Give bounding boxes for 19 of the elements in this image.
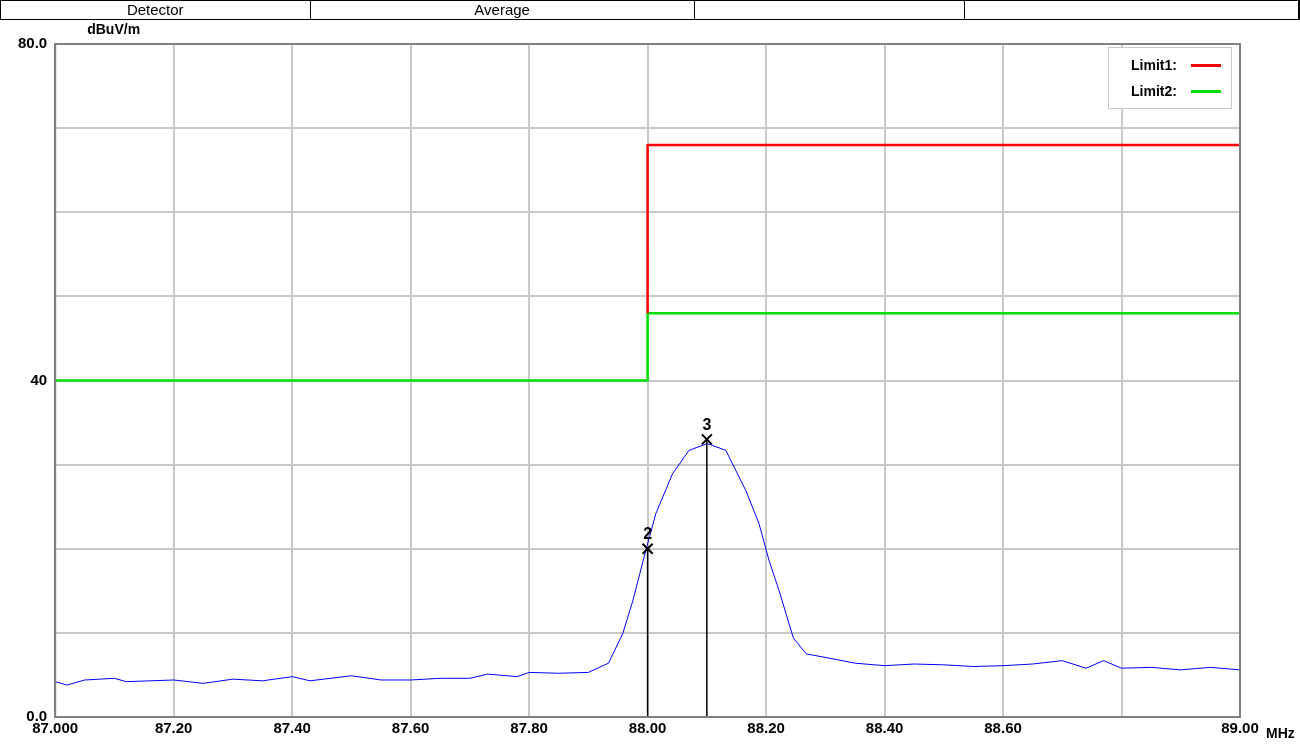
annotation: 3 xyxy=(702,415,712,433)
y-tick-label: 80.0 xyxy=(17,34,48,52)
x-axis-title: MHz xyxy=(1266,724,1295,741)
text: Detector xyxy=(1,1,311,19)
x-tick-label: 87.60 xyxy=(391,719,430,737)
x-tick-label: 88.40 xyxy=(865,719,904,737)
annotation: 2 xyxy=(643,525,653,543)
y-tick-label: 40 xyxy=(30,370,48,388)
x-tick-label: 89.00 xyxy=(1221,719,1259,737)
legend-label: Limit2: xyxy=(1131,83,1177,99)
x-tick-label: 87.80 xyxy=(510,719,548,737)
x-tick-label: 87.20 xyxy=(154,719,193,737)
text: Average xyxy=(310,1,695,19)
x-tick-label: 87.40 xyxy=(273,719,311,737)
x-tick-label: 88.20 xyxy=(747,719,785,737)
x-tick-label: 88.00 xyxy=(628,719,667,737)
y-axis-title: dBuV/m xyxy=(87,20,141,37)
legend-label: Limit1: xyxy=(1131,57,1177,73)
x-tick-label: 88.60 xyxy=(984,719,1022,737)
